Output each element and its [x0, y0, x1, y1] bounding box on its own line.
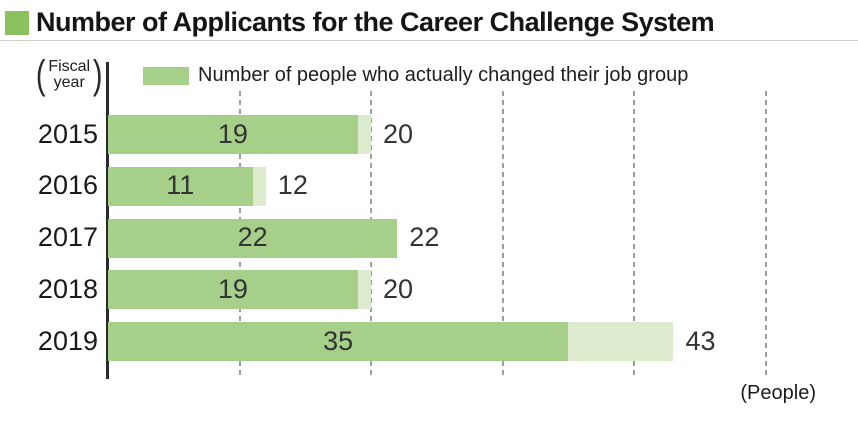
fiscal-line2: year [53, 74, 85, 91]
legend-label: Number of people who actually changed th… [198, 64, 689, 86]
bar-value-label: 22 [237, 222, 268, 253]
bar-total-label: 43 [685, 325, 716, 356]
bar-changed [108, 270, 358, 310]
chart-title: Number of Applicants for the Career Chal… [36, 7, 715, 37]
bar-changed [108, 115, 358, 154]
bar-value-label: 35 [323, 325, 354, 356]
bar-changed [108, 166, 253, 206]
gridline [764, 91, 767, 378]
year-label: 2017 [37, 222, 98, 253]
bar-value-label: 19 [217, 118, 248, 149]
year-label: 2019 [37, 325, 98, 356]
bar-value-label: 19 [217, 273, 248, 304]
gridline [501, 91, 504, 378]
bar-total-label: 12 [277, 170, 308, 201]
y-axis-line [106, 62, 109, 379]
fiscal-year-text: Fiscal year [48, 59, 90, 91]
title-divider [0, 40, 858, 41]
bar-value-label: 11 [166, 170, 195, 201]
bar-total-label: 22 [409, 222, 440, 253]
title-bullet-square-icon [5, 11, 29, 35]
year-label: 2015 [37, 118, 98, 149]
legend-swatch-icon [143, 66, 189, 85]
bar-total-label: 20 [383, 118, 414, 149]
legend: Number of people who actually changed th… [143, 64, 688, 87]
chart-title-row: Number of Applicants for the Career Chal… [5, 6, 715, 38]
people-unit-label: (People) [740, 382, 816, 404]
fiscal-open-paren: ( [35, 53, 46, 97]
year-label: 2018 [37, 273, 98, 304]
gridline [633, 91, 635, 378]
fiscal-close-paren: ) [92, 53, 103, 97]
bar-total-label: 20 [383, 273, 414, 304]
bar-changed [108, 218, 398, 258]
year-label: 2016 [37, 170, 98, 201]
fiscal-line1: Fiscal [48, 58, 91, 75]
fiscal-year-axis-label: ( Fiscal year ) [34, 53, 104, 97]
bar-changed [108, 322, 569, 362]
